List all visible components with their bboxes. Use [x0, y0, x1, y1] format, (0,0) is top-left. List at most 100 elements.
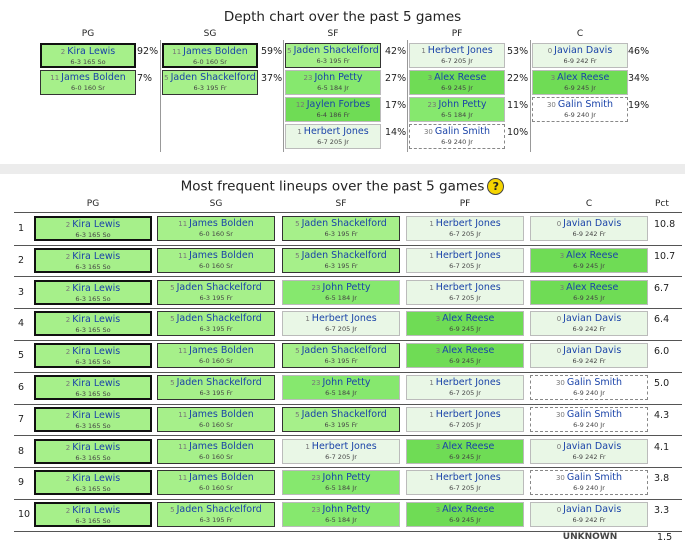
player-name[interactable]: 1 Herbert Jones	[283, 440, 399, 453]
lineup-player-card[interactable]: 1 Herbert Jones 6-7 205 Jr	[406, 247, 524, 273]
player-name-text[interactable]: Jaden Shackelford	[170, 72, 256, 83]
player-name-text[interactable]: Alex Reese	[442, 313, 495, 325]
player-name-text[interactable]: John Petty	[322, 504, 371, 516]
player-name[interactable]: 2 Kira Lewis	[36, 218, 150, 231]
depth-player-card[interactable]: 1 Herbert Jones 6-7 205 Jr	[285, 124, 381, 149]
player-name-text[interactable]: John Petty	[438, 99, 487, 110]
lineup-player-card[interactable]: 1 Herbert Jones 6-7 205 Jr	[282, 311, 400, 337]
player-name-text[interactable]: Jaden Shackelford	[301, 218, 387, 229]
depth-player-card[interactable]: 11 James Bolden 6-0 160 Sr	[40, 70, 136, 95]
lineup-player-card[interactable]: 2 Kira Lewis 6-3 165 So	[34, 279, 152, 305]
player-name[interactable]: 5 Jaden Shackelford	[283, 217, 399, 230]
player-name[interactable]: 5 Jaden Shackelford	[283, 344, 399, 357]
lineup-player-card[interactable]: 0 Javian Davis 6-9 242 Fr	[530, 343, 648, 369]
player-name-text[interactable]: Kira Lewis	[72, 346, 121, 358]
lineup-player-card[interactable]: 5 Jaden Shackelford 6-3 195 Fr	[282, 247, 400, 273]
player-name-text[interactable]: Alex Reese	[434, 72, 487, 83]
player-name-text[interactable]: Jaden Shackelford	[301, 408, 387, 420]
player-name-text[interactable]: Javian Davis	[563, 440, 622, 452]
lineup-player-card[interactable]: 0 Javian Davis 6-9 242 Fr	[530, 502, 648, 528]
player-name[interactable]: 30 Galin Smith	[531, 408, 647, 421]
player-name[interactable]: 1 Herbert Jones	[407, 471, 523, 484]
player-name-text[interactable]: Herbert Jones	[435, 408, 501, 420]
player-name-text[interactable]: Alex Reese	[442, 440, 495, 452]
lineup-player-card[interactable]: 2 Kira Lewis 6-3 165 So	[34, 375, 152, 400]
lineup-player-card[interactable]: 3 Alex Reese 6-9 245 Jr	[530, 279, 648, 305]
depth-player-card[interactable]: 11 James Bolden 6-0 160 Sr	[162, 43, 258, 68]
lineup-player-card[interactable]: 23 John Petty 6-5 184 Jr	[282, 375, 400, 400]
player-name-text[interactable]: James Bolden	[189, 345, 254, 357]
player-name[interactable]: 2 Kira Lewis	[36, 250, 150, 263]
lineup-player-card[interactable]: 11 James Bolden 6-0 160 Sr	[157, 470, 275, 496]
depth-player-card[interactable]: 3 Alex Reese 6-9 245 Jr	[532, 70, 628, 95]
lineup-player-card[interactable]: 2 Kira Lewis 6-3 165 So	[34, 470, 152, 496]
player-name[interactable]: 2 Kira Lewis	[36, 504, 150, 517]
player-name-text[interactable]: Herbert Jones	[435, 472, 501, 484]
player-name[interactable]: 0 Javian Davis	[531, 440, 647, 453]
player-name[interactable]: 23 John Petty	[283, 281, 399, 294]
player-name-text[interactable]: Javian Davis	[554, 45, 613, 56]
player-name[interactable]: 5 Jaden Shackelford	[158, 281, 274, 294]
player-name[interactable]: 11 James Bolden	[158, 344, 274, 357]
help-icon[interactable]: ?	[487, 178, 505, 195]
player-name[interactable]: 1 Herbert Jones	[407, 281, 523, 294]
lineup-player-card[interactable]: 0 Javian Davis 6-9 242 Fr	[530, 216, 648, 241]
player-name[interactable]: 1 Herbert Jones	[407, 376, 523, 389]
player-name[interactable]: 2 Kira Lewis	[36, 441, 150, 454]
lineup-player-card[interactable]: 11 James Bolden 6-0 160 Sr	[157, 343, 275, 369]
player-name-text[interactable]: Herbert Jones	[435, 249, 501, 261]
player-name[interactable]: 1 Herbert Jones	[407, 249, 523, 262]
player-name-text[interactable]: Kira Lewis	[72, 505, 121, 517]
depth-player-card[interactable]: 30 Galin Smith 6-9 240 Jr	[409, 124, 505, 149]
player-name-text[interactable]: Jaden Shackelford	[301, 249, 387, 261]
player-name-text[interactable]: Kira Lewis	[72, 378, 121, 389]
lineup-player-card[interactable]: 5 Jaden Shackelford 6-3 195 Fr	[282, 343, 400, 369]
player-name-text[interactable]: Herbert Jones	[435, 377, 501, 388]
lineup-player-card[interactable]: 1 Herbert Jones 6-7 205 Jr	[406, 279, 524, 305]
lineup-player-card[interactable]: 5 Jaden Shackelford 6-3 195 Fr	[157, 375, 275, 400]
lineup-player-card[interactable]: 11 James Bolden 6-0 160 Sr	[157, 216, 275, 241]
lineup-player-card[interactable]: 5 Jaden Shackelford 6-3 195 Fr	[157, 279, 275, 305]
player-name[interactable]: 0 Javian Davis	[531, 217, 647, 230]
lineup-player-card[interactable]: 1 Herbert Jones 6-7 205 Jr	[406, 406, 524, 432]
player-name[interactable]: 11 James Bolden	[158, 471, 274, 484]
player-name-text[interactable]: John Petty	[322, 472, 371, 484]
player-name-text[interactable]: Galin Smith	[566, 472, 623, 484]
lineup-player-card[interactable]: 30 Galin Smith 6-9 240 Jr	[530, 375, 648, 400]
player-name[interactable]: 11 James Bolden	[158, 440, 274, 453]
player-name[interactable]: 2 Kira Lewis	[42, 45, 134, 58]
lineup-player-card[interactable]: 3 Alex Reese 6-9 245 Jr	[406, 311, 524, 337]
lineup-player-card[interactable]: 2 Kira Lewis 6-3 165 So	[34, 502, 152, 528]
lineup-player-card[interactable]: 5 Jaden Shackelford 6-3 195 Fr	[282, 406, 400, 432]
lineup-player-card[interactable]: 2 Kira Lewis 6-3 165 So	[34, 247, 152, 273]
player-name[interactable]: 1 Herbert Jones	[286, 125, 380, 138]
player-name[interactable]: 1 Herbert Jones	[410, 44, 504, 57]
lineup-player-card[interactable]: 3 Alex Reese 6-9 245 Jr	[530, 247, 648, 273]
player-name[interactable]: 3 Alex Reese	[407, 503, 523, 516]
player-name[interactable]: 0 Javian Davis	[531, 503, 647, 516]
player-name[interactable]: 5 Jaden Shackelford	[283, 249, 399, 262]
player-name-text[interactable]: Javian Davis	[563, 504, 622, 516]
player-name-text[interactable]: Kira Lewis	[72, 250, 121, 262]
lineup-player-card[interactable]: 2 Kira Lewis 6-3 165 So	[34, 216, 152, 241]
player-name[interactable]: 5 Jaden Shackelford	[158, 376, 274, 389]
lineup-player-card[interactable]: 2 Kira Lewis 6-3 165 So	[34, 406, 152, 432]
player-name[interactable]: 1 Herbert Jones	[283, 312, 399, 325]
player-name-text[interactable]: Jaden Shackelford	[176, 504, 262, 516]
lineup-player-card[interactable]: 11 James Bolden 6-0 160 Sr	[157, 247, 275, 273]
player-name[interactable]: 2 Kira Lewis	[36, 409, 150, 422]
player-name-text[interactable]: Javian Davis	[563, 345, 622, 357]
player-name[interactable]: 3 Alex Reese	[531, 249, 647, 262]
lineup-player-card[interactable]: 5 Jaden Shackelford 6-3 195 Fr	[157, 502, 275, 528]
player-name-text[interactable]: Kira Lewis	[72, 473, 121, 485]
player-name[interactable]: 11 James Bolden	[158, 408, 274, 421]
player-name-text[interactable]: Kira Lewis	[72, 441, 121, 453]
player-name[interactable]: 3 Alex Reese	[407, 312, 523, 325]
player-name-text[interactable]: Herbert Jones	[427, 45, 493, 56]
lineup-player-card[interactable]: 3 Alex Reese 6-9 245 Jr	[406, 343, 524, 369]
lineup-player-card[interactable]: 30 Galin Smith 6-9 240 Jr	[530, 406, 648, 432]
player-name[interactable]: 23 John Petty	[286, 71, 380, 84]
player-name-text[interactable]: Herbert Jones	[303, 126, 369, 137]
depth-player-card[interactable]: 5 Jaden Shackelford 6-3 195 Fr	[162, 70, 258, 95]
depth-player-card[interactable]: 0 Javian Davis 6-9 242 Fr	[532, 43, 628, 68]
